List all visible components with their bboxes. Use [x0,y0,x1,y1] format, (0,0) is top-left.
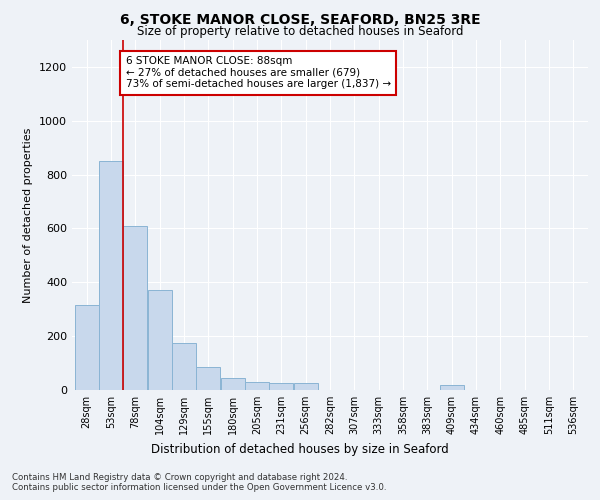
Bar [245,382,269,390]
Bar [294,384,317,390]
Bar [221,378,245,390]
Bar [196,367,220,390]
Bar [99,161,123,390]
Text: Distribution of detached houses by size in Seaford: Distribution of detached houses by size … [151,442,449,456]
Text: Size of property relative to detached houses in Seaford: Size of property relative to detached ho… [137,25,463,38]
Y-axis label: Number of detached properties: Number of detached properties [23,128,34,302]
Text: 6 STOKE MANOR CLOSE: 88sqm
← 27% of detached houses are smaller (679)
73% of sem: 6 STOKE MANOR CLOSE: 88sqm ← 27% of deta… [125,56,391,90]
Bar [269,384,293,390]
Bar [172,343,196,390]
Text: Contains public sector information licensed under the Open Government Licence v3: Contains public sector information licen… [12,482,386,492]
Bar [124,226,147,390]
Bar [440,384,464,390]
Bar [74,305,98,390]
Text: 6, STOKE MANOR CLOSE, SEAFORD, BN25 3RE: 6, STOKE MANOR CLOSE, SEAFORD, BN25 3RE [119,12,481,26]
Text: Contains HM Land Registry data © Crown copyright and database right 2024.: Contains HM Land Registry data © Crown c… [12,472,347,482]
Bar [148,290,172,390]
